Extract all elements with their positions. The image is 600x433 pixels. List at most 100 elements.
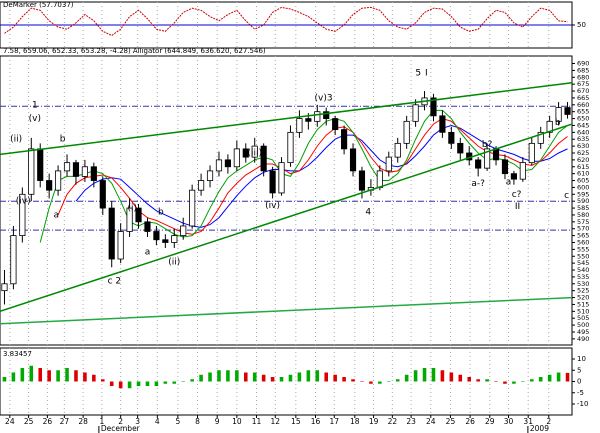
candle-body bbox=[215, 159, 223, 172]
candle-body bbox=[555, 107, 562, 122]
bar bbox=[145, 381, 150, 386]
candle-body bbox=[528, 142, 535, 164]
candle-body bbox=[224, 159, 231, 168]
panel-title: DeMarker (57.7037) bbox=[3, 1, 74, 9]
x-tick-label: 15 bbox=[291, 417, 301, 426]
x-tick-label: 2 bbox=[118, 417, 123, 426]
bar bbox=[422, 368, 427, 382]
x-tick-label: 24 bbox=[426, 417, 436, 426]
candle-body bbox=[72, 162, 80, 177]
candle-body bbox=[126, 207, 133, 232]
bar bbox=[56, 370, 60, 382]
wave-label: (v) bbox=[29, 114, 41, 124]
bar bbox=[369, 381, 373, 384]
candle-body bbox=[287, 131, 294, 164]
x-tick-label: 1 bbox=[99, 417, 104, 426]
y-tick-label: 50 bbox=[577, 21, 586, 29]
x-tick-label: 11 bbox=[252, 417, 262, 426]
x-tick-label: 25 bbox=[446, 417, 456, 426]
y-tick-label: 580 bbox=[577, 211, 589, 219]
y-tick-label: 515 bbox=[577, 300, 589, 308]
trend-line bbox=[0, 123, 573, 313]
bar bbox=[181, 381, 186, 382]
y-tick-label: 645 bbox=[577, 121, 589, 129]
bar bbox=[556, 372, 561, 382]
bar bbox=[109, 381, 114, 386]
bar bbox=[29, 365, 34, 382]
bar bbox=[38, 368, 43, 382]
y-tick-label: 610 bbox=[577, 170, 589, 178]
candle-body bbox=[385, 156, 392, 172]
bar bbox=[217, 370, 221, 382]
bar bbox=[458, 374, 463, 382]
y-tick-label: 520 bbox=[577, 294, 589, 302]
bar bbox=[20, 368, 25, 382]
x-tick-label: 30 bbox=[504, 417, 514, 426]
wave-label: b bbox=[60, 135, 66, 145]
candle-body bbox=[162, 239, 169, 243]
y-tick-label: 0 bbox=[577, 378, 581, 386]
candle-body bbox=[341, 129, 348, 150]
bar bbox=[494, 381, 498, 382]
candle-body bbox=[28, 148, 35, 195]
y-tick-label: 510 bbox=[577, 307, 589, 315]
y-tick-label: 680 bbox=[577, 73, 589, 81]
y-tick-label: 565 bbox=[577, 232, 589, 240]
x-tick-label: 17 bbox=[329, 417, 339, 426]
y-tick-label: 670 bbox=[577, 87, 589, 95]
bar bbox=[360, 381, 364, 382]
candle-body bbox=[296, 118, 303, 133]
wave-label: b bbox=[555, 118, 561, 128]
candle-body bbox=[305, 118, 312, 122]
alligator-line bbox=[75, 124, 568, 228]
bar bbox=[315, 370, 320, 382]
y-tick-label: 5 bbox=[577, 366, 581, 374]
x-tick-label: 12 bbox=[271, 417, 281, 426]
wave-label: (iii) bbox=[247, 149, 262, 159]
wave-label: c 2 bbox=[108, 277, 122, 287]
bar bbox=[100, 379, 105, 382]
candle-body bbox=[278, 162, 285, 194]
x-tick-label: 28 bbox=[78, 417, 88, 426]
candle-body bbox=[37, 148, 44, 181]
candle-body bbox=[135, 207, 142, 223]
wave-label: c? bbox=[512, 190, 522, 200]
x-tick-label: 31 bbox=[523, 417, 533, 426]
wave-label: b? bbox=[482, 140, 493, 150]
candle-body bbox=[198, 180, 205, 191]
candle-body bbox=[314, 111, 321, 122]
candle-body bbox=[546, 120, 553, 133]
y-tick-label: 525 bbox=[577, 287, 589, 295]
candle-body bbox=[180, 225, 187, 237]
candle-body bbox=[448, 131, 455, 144]
candle-body bbox=[144, 221, 151, 232]
x-tick-label: 9 bbox=[215, 417, 220, 426]
y-tick-label: 685 bbox=[577, 66, 589, 74]
y-tick-label: 535 bbox=[577, 273, 589, 281]
candle-body bbox=[332, 118, 339, 130]
y-tick-label: -5 bbox=[577, 389, 584, 397]
bar bbox=[65, 368, 69, 382]
bar bbox=[190, 379, 194, 382]
candle-body bbox=[233, 148, 240, 168]
bar bbox=[485, 379, 489, 382]
y-tick-label: 530 bbox=[577, 280, 589, 288]
y-tick-label: 640 bbox=[577, 128, 589, 136]
candle-body bbox=[564, 107, 571, 115]
y-tick-label: 590 bbox=[577, 197, 589, 205]
alligator-line bbox=[57, 118, 568, 235]
candle-body bbox=[55, 170, 62, 191]
wave-label: (v)3 bbox=[314, 93, 332, 103]
x-tick-label: 4 bbox=[155, 417, 160, 426]
wave-label: (iv) bbox=[265, 201, 280, 211]
bar bbox=[118, 381, 123, 389]
wave-label: 5 bbox=[415, 69, 421, 79]
x-tick-label: 10 bbox=[232, 417, 242, 426]
bar bbox=[127, 381, 132, 389]
candle-body bbox=[99, 180, 106, 209]
candle-body bbox=[108, 207, 115, 260]
wave-label: a bbox=[506, 177, 512, 187]
candle-body bbox=[430, 97, 437, 117]
wave-label: I bbox=[425, 69, 428, 79]
